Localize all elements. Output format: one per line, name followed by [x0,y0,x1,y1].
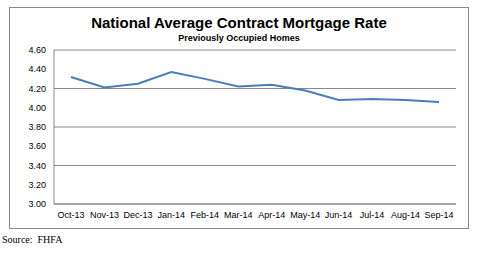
svg-text:3.40: 3.40 [28,161,46,171]
svg-text:Oct-13: Oct-13 [57,210,84,220]
svg-text:Dec-13: Dec-13 [123,210,152,220]
svg-text:3.00: 3.00 [28,199,46,209]
svg-text:Jul-14: Jul-14 [360,210,385,220]
svg-text:3.60: 3.60 [28,141,46,151]
svg-text:Sep-14: Sep-14 [424,210,453,220]
svg-text:Aug-14: Aug-14 [391,210,420,220]
svg-text:3.20: 3.20 [28,180,46,190]
svg-text:Jun-14: Jun-14 [325,210,353,220]
html-text:Previously Occupied Homes: Previously Occupied Homes [178,33,300,43]
svg-text:Jan-14: Jan-14 [158,210,186,220]
html-text:National Average Contract Mort: National Average Contract Mortgage Rate [91,14,387,31]
svg-text:4.20: 4.20 [28,84,46,94]
svg-text:Nov-13: Nov-13 [90,210,119,220]
svg-text:Feb-14: Feb-14 [191,210,220,220]
svg-text:4.60: 4.60 [28,45,46,55]
svg-text:May-14: May-14 [290,210,320,220]
svg-text:Apr-14: Apr-14 [258,210,285,220]
svg-text:4.40: 4.40 [28,64,46,74]
svg-text:4.00: 4.00 [28,103,46,113]
html-text:Source: FHFA: Source: FHFA [2,234,63,245]
svg-text:Mar-14: Mar-14 [224,210,253,220]
svg-text:3.80: 3.80 [28,122,46,132]
